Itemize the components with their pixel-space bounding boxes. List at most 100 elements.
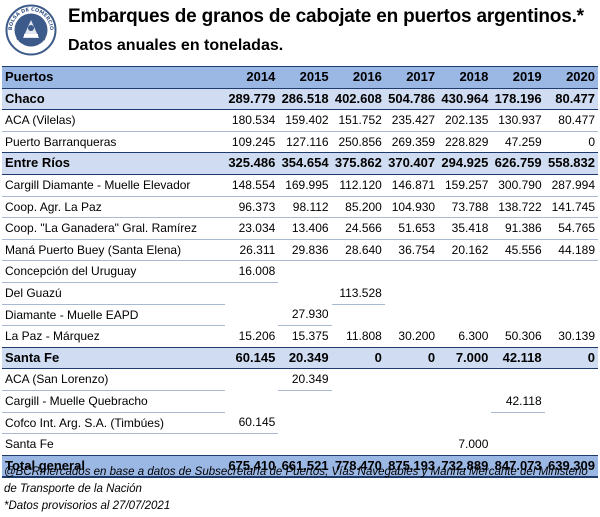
total-value: 639.309 bbox=[544, 454, 598, 479]
port-row: Diamante - Muelle EAPD 27.930 bbox=[2, 304, 598, 327]
province-value: 504.786 bbox=[384, 87, 439, 111]
port-value: 159.402 bbox=[278, 109, 332, 132]
port-value: 96.373 bbox=[225, 196, 279, 219]
province-name: Entre Ríos bbox=[2, 152, 226, 175]
port-name: Santa Fe bbox=[2, 433, 226, 456]
port-value: 27.930 bbox=[278, 304, 332, 327]
port-value: 30.200 bbox=[384, 325, 439, 348]
port-value: 51.653 bbox=[384, 217, 439, 240]
port-value: 42.118 bbox=[491, 390, 545, 413]
port-name: Cargill - Muelle Quebracho bbox=[2, 390, 226, 413]
port-value: 148.554 bbox=[225, 174, 279, 197]
port-value bbox=[385, 261, 438, 283]
port-row: Concepción del Uruguay 16.008 bbox=[2, 260, 598, 283]
page-title: Embarques de granos de cabojate en puert… bbox=[68, 6, 584, 27]
port-value bbox=[545, 412, 598, 434]
total-row: Total general 675.410 661.521 778.470 875.19… bbox=[2, 454, 598, 479]
port-value: 130.937 bbox=[491, 109, 545, 132]
port-value: 235.427 bbox=[384, 109, 439, 132]
port-value: 44.189 bbox=[544, 239, 598, 262]
port-value: 169.995 bbox=[278, 174, 332, 197]
province-value: 0 bbox=[331, 346, 385, 370]
province-value: 60.145 bbox=[225, 346, 279, 370]
port-value bbox=[278, 282, 331, 304]
port-name: Diamante - Muelle EAPD bbox=[2, 304, 226, 327]
port-value bbox=[225, 434, 278, 456]
port-value: 20.162 bbox=[438, 239, 492, 262]
port-row: ACA (San Lorenzo) 20.349 bbox=[2, 368, 598, 391]
province-row: Entre Ríos 325.486 354.654 375.862 370.407 29… bbox=[2, 152, 598, 175]
port-row: La Paz - Márquez 15.206 15.375 11.808 30.200… bbox=[2, 325, 598, 348]
port-value: 0 bbox=[544, 131, 598, 154]
port-row: ACA (Vilelas) 180.534 159.402 151.752 235.42… bbox=[2, 109, 598, 132]
province-value: 558.832 bbox=[544, 152, 598, 175]
province-value: 178.196 bbox=[491, 87, 545, 111]
port-value bbox=[278, 261, 331, 283]
province-value: 370.407 bbox=[384, 152, 439, 175]
port-value: 141.745 bbox=[544, 196, 598, 219]
port-value bbox=[491, 282, 544, 304]
port-row: Coop. "La Ganadera" Gral. Ramírez 23.034 1… bbox=[2, 217, 598, 240]
port-value: 269.359 bbox=[384, 131, 439, 154]
port-value bbox=[385, 304, 438, 326]
province-value: 42.118 bbox=[491, 346, 545, 370]
port-name: ACA (Vilelas) bbox=[2, 109, 226, 132]
port-row: Cofco Int. Arg. S.A. (Timbúes) 60.145 bbox=[2, 412, 598, 435]
port-value: 250.856 bbox=[331, 131, 385, 154]
port-value: 15.206 bbox=[225, 325, 279, 348]
port-value bbox=[278, 412, 331, 434]
port-value bbox=[332, 434, 385, 456]
port-value: 73.788 bbox=[438, 196, 492, 219]
port-value bbox=[385, 412, 438, 434]
port-value bbox=[385, 434, 438, 456]
port-value: 228.829 bbox=[438, 131, 492, 154]
port-value: 151.752 bbox=[331, 109, 385, 132]
provisional-note: *Datos provisorios al 27/07/2021 bbox=[4, 500, 171, 512]
port-value bbox=[278, 434, 331, 456]
port-value: 98.112 bbox=[278, 196, 332, 219]
province-value: 294.925 bbox=[438, 152, 492, 175]
province-value: 0 bbox=[384, 346, 439, 370]
province-value: 286.518 bbox=[278, 87, 332, 111]
port-value bbox=[225, 369, 278, 391]
port-name: Cofco Int. Arg. S.A. (Timbúes) bbox=[2, 412, 226, 435]
port-value bbox=[225, 282, 278, 304]
total-value: 732.889 bbox=[438, 454, 492, 479]
port-value: 36.754 bbox=[384, 239, 439, 262]
shipments-table-container: Puertos 2014 2015 2016 2017 2018 2019 20… bbox=[2, 66, 598, 479]
province-value: 402.608 bbox=[331, 87, 385, 111]
port-value bbox=[438, 369, 491, 391]
port-value: 13.406 bbox=[278, 217, 332, 240]
province-value: 289.779 bbox=[225, 87, 279, 111]
total-value: 675.410 bbox=[225, 454, 279, 479]
port-value: 300.790 bbox=[491, 174, 545, 197]
port-value bbox=[545, 282, 598, 304]
port-name: La Paz - Márquez bbox=[2, 325, 226, 348]
port-value: 16.008 bbox=[225, 260, 279, 283]
port-value bbox=[545, 434, 598, 456]
port-value bbox=[385, 390, 438, 412]
port-value: 80.477 bbox=[544, 109, 598, 132]
province-name: Chaco bbox=[2, 87, 226, 111]
total-value: 847.073 bbox=[491, 454, 545, 479]
port-value bbox=[438, 390, 491, 412]
port-value bbox=[491, 261, 544, 283]
port-value: 146.871 bbox=[384, 174, 439, 197]
port-value bbox=[491, 434, 544, 456]
port-value: 6.300 bbox=[438, 325, 492, 348]
port-name: Concepción del Uruguay bbox=[2, 260, 226, 283]
province-value: 80.477 bbox=[544, 87, 598, 111]
port-value bbox=[332, 304, 385, 326]
total-label: Total general bbox=[2, 454, 226, 479]
port-value: 112.120 bbox=[331, 174, 385, 197]
port-value bbox=[545, 304, 598, 326]
port-value bbox=[491, 304, 544, 326]
port-value: 24.566 bbox=[331, 217, 385, 240]
column-header-year: 2014 bbox=[225, 66, 279, 89]
port-value: 28.640 bbox=[331, 239, 385, 262]
province-value: 626.759 bbox=[491, 152, 545, 175]
port-name: Coop. "La Ganadera" Gral. Ramírez bbox=[2, 217, 226, 240]
port-value bbox=[225, 390, 278, 412]
port-value bbox=[332, 412, 385, 434]
province-name: Santa Fe bbox=[2, 346, 226, 370]
